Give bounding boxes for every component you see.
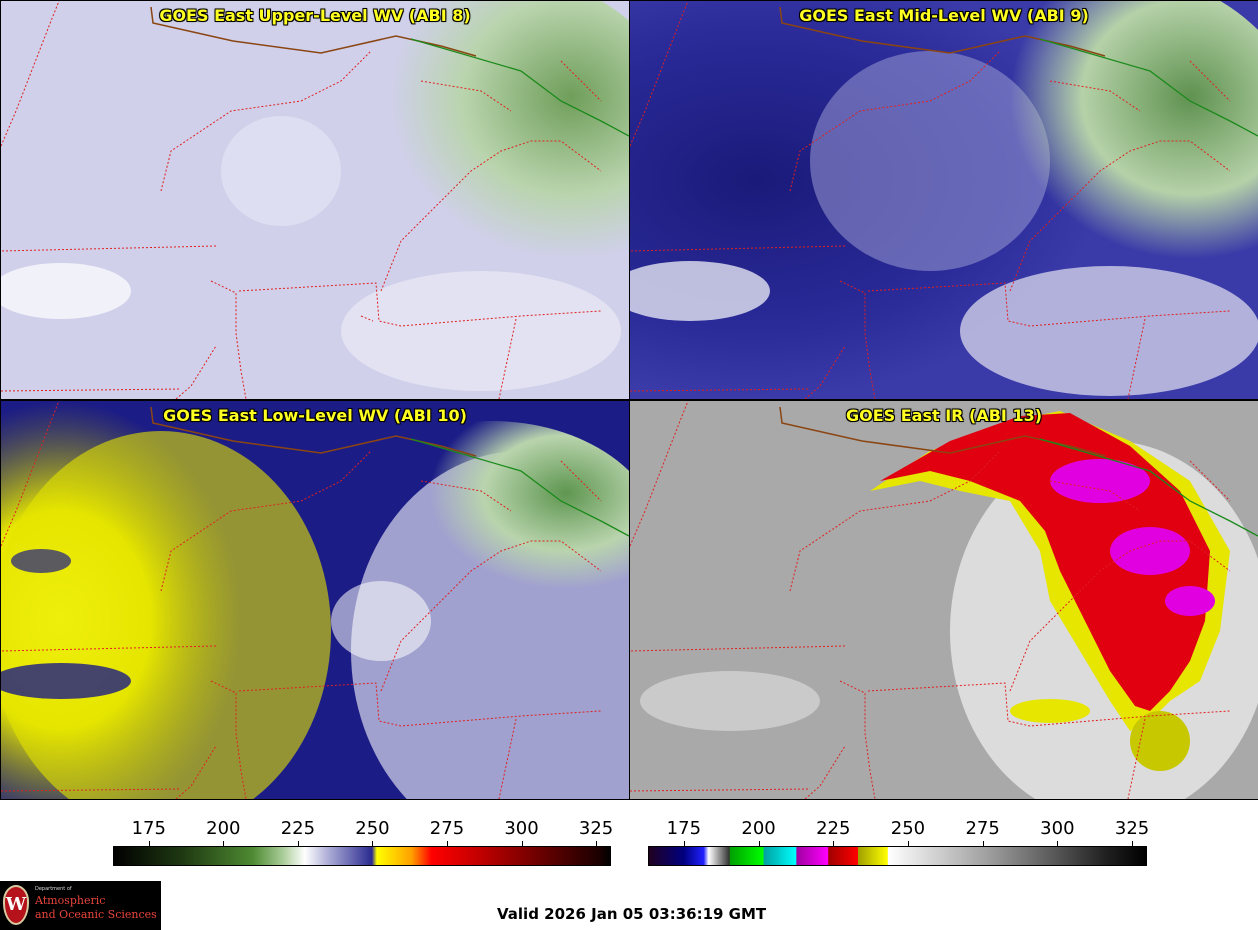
panel-ir: GOES East IR (ABI 13) bbox=[629, 400, 1258, 800]
tick-label: 325 bbox=[578, 818, 614, 839]
ir-colorbar: 175 200 225 250 275 300 325 bbox=[648, 810, 1150, 866]
tick-mark bbox=[907, 841, 909, 846]
tick-label: 225 bbox=[280, 818, 316, 839]
tick-label: 300 bbox=[504, 818, 539, 839]
panel-mid-level-wv: GOES East Mid-Level WV (ABI 9) bbox=[629, 0, 1258, 400]
tick-mark bbox=[758, 841, 760, 846]
uw-crest-icon: W bbox=[3, 885, 29, 925]
tick-mark bbox=[683, 841, 685, 846]
panel-title: GOES East Low-Level WV (ABI 10) bbox=[163, 406, 467, 425]
wv-colorbar: 175 200 225 250 275 300 325 bbox=[113, 810, 614, 866]
mid-level-wv-image bbox=[630, 1, 1258, 399]
tick-label: 200 bbox=[741, 818, 776, 839]
panel-low-level-wv: GOES East Low-Level WV (ABI 10) bbox=[0, 400, 630, 800]
tick-mark bbox=[1132, 841, 1134, 846]
panel-upper-level-wv: GOES East Upper-Level WV (ABI 8) bbox=[0, 0, 630, 400]
panel-title: GOES East IR (ABI 13) bbox=[845, 406, 1043, 425]
tick-mark bbox=[297, 841, 299, 846]
tick-mark bbox=[446, 841, 448, 846]
tick-label: 200 bbox=[206, 818, 241, 839]
logo-name-line1: Atmospheric bbox=[35, 894, 106, 907]
aos-logo: W Department of Atmospheric and Oceanic … bbox=[0, 881, 161, 930]
tick-label: 325 bbox=[1114, 818, 1150, 839]
logo-dept-label: Department of bbox=[35, 886, 72, 892]
tick-label: 275 bbox=[965, 818, 1000, 839]
tick-label: 250 bbox=[890, 818, 926, 839]
panel-title: GOES East Mid-Level WV (ABI 9) bbox=[799, 6, 1089, 25]
tick-label: 275 bbox=[429, 818, 465, 839]
logo-name-line2: and Oceanic Sciences bbox=[35, 908, 157, 921]
wv-colorbar-ticks: 175 200 225 250 275 300 325 bbox=[113, 810, 614, 846]
tick-mark bbox=[521, 841, 523, 846]
tick-mark bbox=[833, 841, 835, 846]
tick-label: 300 bbox=[1040, 818, 1075, 839]
tick-label: 250 bbox=[355, 818, 390, 839]
tick-label: 175 bbox=[131, 818, 166, 839]
tick-mark bbox=[596, 841, 598, 846]
tick-mark bbox=[982, 841, 984, 846]
tick-mark bbox=[372, 841, 374, 846]
tick-mark bbox=[223, 841, 225, 846]
tick-mark bbox=[1057, 841, 1059, 846]
tick-label: 175 bbox=[666, 818, 702, 839]
panel-title: GOES East Upper-Level WV (ABI 8) bbox=[159, 6, 471, 25]
ir-colorbar-ticks: 175 200 225 250 275 300 325 bbox=[648, 810, 1150, 846]
ir-image bbox=[630, 401, 1258, 799]
upper-level-wv-image bbox=[1, 1, 629, 399]
tick-mark bbox=[148, 841, 150, 846]
valid-time: Valid 2026 Jan 05 03:36:19 GMT bbox=[497, 905, 767, 923]
wv-colorbar-gradient bbox=[113, 846, 611, 866]
ir-colorbar-gradient bbox=[648, 846, 1147, 866]
tick-label: 225 bbox=[816, 818, 851, 839]
low-level-wv-image bbox=[1, 401, 629, 799]
